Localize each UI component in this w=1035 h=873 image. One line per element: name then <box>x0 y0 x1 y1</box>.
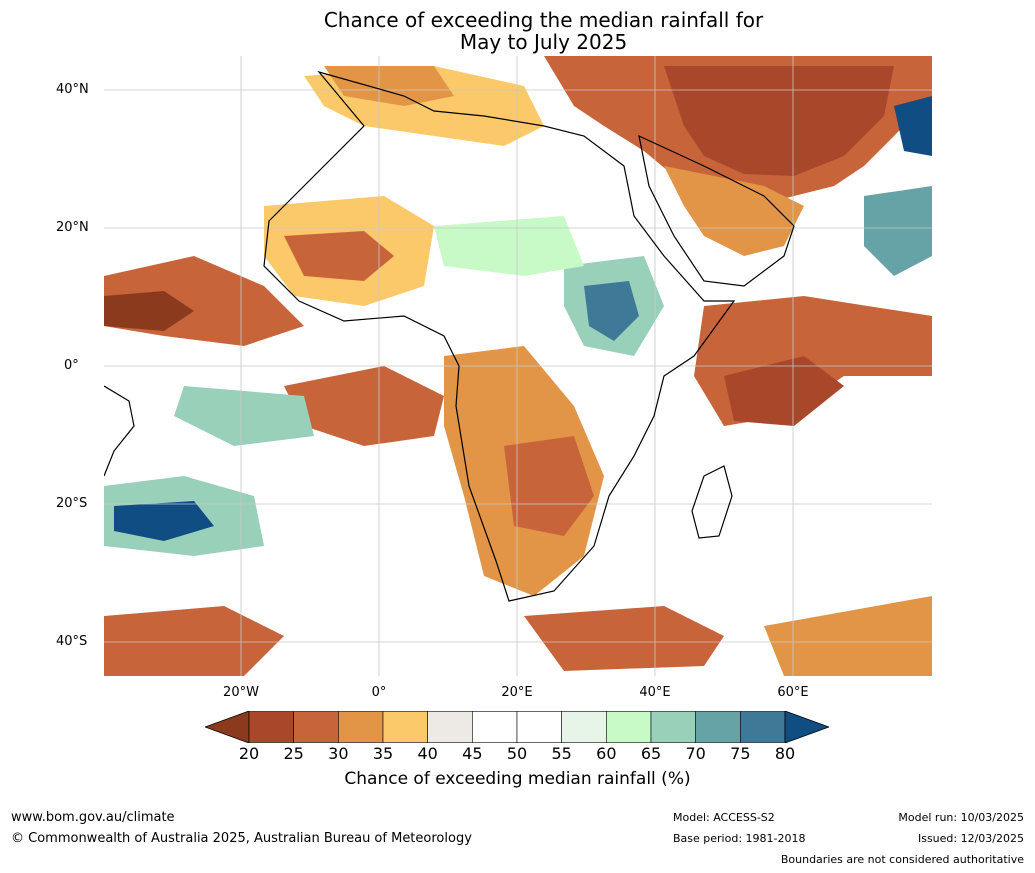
dry-region-southern-ocean-east <box>524 606 724 671</box>
dry-region-indian-ocean-core <box>724 356 844 426</box>
lon-label-0: 0° <box>371 685 387 700</box>
colorbar-tick-label: 65 <box>640 744 662 763</box>
colorbar <box>205 711 829 743</box>
colorbar-extend-low <box>205 711 250 743</box>
lat-label-equator: 0° <box>64 358 79 373</box>
colorbar-tick-label: 75 <box>730 744 751 763</box>
map-title: Chance of exceeding the median rainfall … <box>0 9 1035 53</box>
colorbar-tick-label: 40 <box>417 744 438 763</box>
lon-label-20w: 20°W <box>223 685 259 700</box>
colorbar-bin <box>740 711 786 743</box>
colorbar-bin <box>516 711 562 743</box>
colorbar-tick-label: 30 <box>328 744 349 763</box>
disclaimer-text: Boundaries are not considered authoritat… <box>780 853 1024 866</box>
issued-text: Issued: 12/03/2025 <box>917 832 1024 845</box>
lat-label-40n: 40°N <box>56 82 89 97</box>
title-line-1: Chance of exceeding the median rainfall … <box>323 8 764 32</box>
south-america-coastline <box>104 385 135 477</box>
title-line-2: May to July 2025 <box>459 30 628 54</box>
africa-coastline <box>263 70 736 602</box>
colorbar-tick-label: 45 <box>462 744 483 763</box>
wet-region-east-africa-core <box>584 281 639 341</box>
lat-label-40s: 40°S <box>56 634 88 649</box>
lon-label-20e: 20°E <box>501 685 533 700</box>
dry-region-southern-ocean-far-east <box>764 596 932 676</box>
colorbar-bin <box>695 711 741 743</box>
colorbar-tick-label: 25 <box>283 744 304 763</box>
madagascar-coastline <box>691 465 733 539</box>
colorbar-tick-label: 55 <box>551 744 572 763</box>
graticule <box>104 56 932 676</box>
colorbar-bin <box>472 711 518 743</box>
colorbar-bin <box>338 711 384 743</box>
lat-label-20n: 20°N <box>56 220 89 235</box>
colorbar-bin <box>427 711 473 743</box>
dry-region-maghreb <box>324 66 454 106</box>
copyright-text: © Commonwealth of Australia 2025, Austra… <box>11 831 472 846</box>
dry-region-southern-ocean-west <box>104 606 284 676</box>
model-text: Model: ACCESS-S2 <box>673 811 775 824</box>
colorbar-bin <box>382 711 428 743</box>
wet-region-sahel <box>434 216 584 276</box>
wet-region-tropical-atlantic <box>174 386 314 446</box>
dry-region-west-africa-core <box>284 231 394 281</box>
colorbar-tick-label: 50 <box>506 744 528 763</box>
wet-region-asia <box>894 96 932 156</box>
colorbar-tick-label: 35 <box>372 744 394 763</box>
dry-region-central-africa-core <box>504 436 594 536</box>
wet-region-arabian-sea <box>864 186 932 276</box>
colorbar-tick-label: 70 <box>685 744 706 763</box>
map-canvas <box>104 56 932 676</box>
arabia-coastline <box>638 134 795 287</box>
rainfall-probability-map <box>104 56 932 676</box>
colorbar-label: Chance of exceeding median rainfall (%) <box>344 769 691 789</box>
dry-region-south-atlantic <box>284 366 444 446</box>
dry-region-arabia <box>664 166 804 256</box>
model-run-text: Model run: 10/03/2025 <box>898 811 1024 824</box>
dry-region-atlantic-core <box>104 291 194 331</box>
colorbar-bin <box>561 711 607 743</box>
colorbar-bin <box>650 711 696 743</box>
wet-region-south-atlantic-core <box>114 501 214 541</box>
lon-label-60e: 60°E <box>777 685 809 700</box>
lon-label-40e: 40°E <box>639 685 671 700</box>
website-text: www.bom.gov.au/climate <box>11 810 175 825</box>
base-period-text: Base period: 1981-2018 <box>673 832 806 845</box>
colorbar-tick-label: 20 <box>238 744 260 763</box>
colorbar-extend-high <box>784 711 829 743</box>
colorbar-bin <box>606 711 652 743</box>
dry-region-eurasia-core <box>664 66 894 176</box>
colorbar-bin <box>293 711 339 743</box>
colorbar-bin <box>248 711 294 743</box>
lat-label-20s: 20°S <box>56 496 88 511</box>
colorbar-tick-label: 60 <box>596 744 617 763</box>
colorbar-tick-label: 80 <box>774 744 796 763</box>
